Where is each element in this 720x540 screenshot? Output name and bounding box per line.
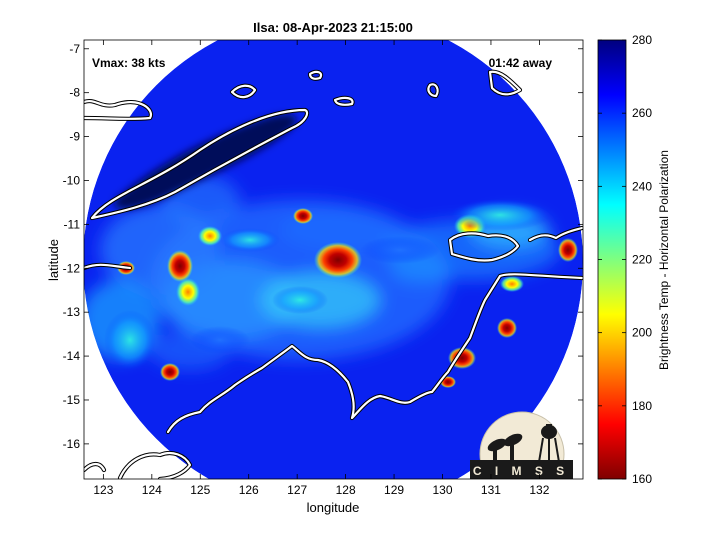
y-tick-label: -13 — [63, 305, 81, 319]
colorbar-tick-label: 280 — [632, 33, 652, 47]
x-tick-label: 124 — [142, 483, 162, 497]
rain-band — [360, 236, 440, 264]
colorbar-label: Brightness Temp - Horizontal Polarizatio… — [657, 150, 671, 370]
x-axis: 123 124 125 126 127 128 129 130 131 132 — [93, 40, 550, 497]
colorbar-gradient — [598, 40, 626, 479]
x-tick-label: 131 — [481, 483, 501, 497]
convective-cell — [160, 363, 180, 381]
rain-band — [450, 199, 550, 231]
y-tick-label: -12 — [63, 261, 81, 275]
x-tick-label: 127 — [287, 483, 307, 497]
time-away-annotation: 01:42 away — [489, 56, 553, 70]
chart-title: Ilsa: 08-Apr-2023 21:15:00 — [253, 20, 413, 35]
convective-cell — [500, 276, 524, 292]
colorbar-tick-label: 260 — [632, 106, 652, 120]
satellite-dish-icon — [487, 433, 523, 460]
x-tick-label: 126 — [239, 483, 259, 497]
convective-cell — [198, 226, 222, 246]
y-axis-label: latitude — [46, 239, 61, 281]
y-tick-label: -9 — [69, 130, 80, 144]
y-tick-label: -7 — [69, 42, 80, 56]
convective-cell — [293, 208, 313, 224]
y-tick-label: -16 — [63, 437, 81, 451]
colorbar-tick-label: 200 — [632, 326, 652, 340]
colorbar-tick-label: 240 — [632, 179, 652, 193]
rain-band — [220, 228, 280, 252]
convective-cell — [558, 238, 578, 262]
x-tick-label: 123 — [93, 483, 113, 497]
colorbar: 280 260 240 220 200 180 160 Brightness Temp - … — [597, 33, 671, 486]
cimss-logo: C I M S S — [470, 411, 573, 479]
x-tick-label: 125 — [190, 483, 210, 497]
x-tick-label: 128 — [336, 483, 356, 497]
vmax-annotation: Vmax: 38 kts — [92, 56, 166, 70]
x-tick-label: 129 — [384, 483, 404, 497]
y-axis: -7 -8 -9 -10 -11 -12 -13 -14 -15 -16 — [63, 42, 583, 451]
colorbar-tick-label: 180 — [632, 399, 652, 413]
convective-cell — [167, 250, 193, 282]
water-tower-icon — [538, 424, 560, 463]
y-tick-label: -11 — [64, 217, 81, 231]
storm-core — [314, 242, 362, 278]
y-tick-label: -15 — [63, 393, 81, 407]
convective-cells — [104, 199, 578, 388]
y-tick-label: -14 — [63, 349, 81, 363]
rain-band — [104, 310, 156, 370]
x-tick-label: 132 — [529, 483, 549, 497]
axes-frame — [83, 39, 584, 480]
y-tick-label: -8 — [69, 86, 80, 100]
microwave-swath — [84, 40, 583, 479]
colorbar-tick-label: 220 — [632, 253, 652, 267]
y-tick-label: -10 — [63, 173, 81, 187]
x-axis-label: longitude — [307, 500, 360, 515]
logo-text: C I M S S — [473, 464, 569, 478]
convective-cell — [497, 318, 517, 338]
convective-cell — [176, 278, 200, 306]
rain-band — [190, 326, 250, 354]
coastlines — [84, 69, 583, 479]
x-tick-label: 130 — [432, 483, 452, 497]
rain-band — [272, 286, 328, 314]
colorbar-tick-label: 160 — [632, 472, 652, 486]
plot-area: C I M S S — [84, 40, 583, 479]
